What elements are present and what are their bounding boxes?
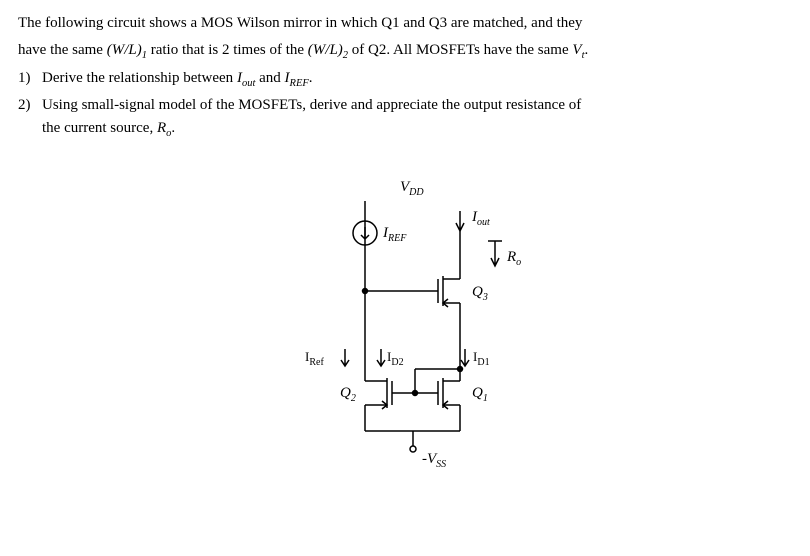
iref-hand-label: IRef — [305, 349, 324, 368]
txt: and — [255, 70, 284, 86]
iout-sub: out — [242, 78, 255, 89]
txt: the current source, — [42, 120, 157, 136]
iref-label: IREF — [382, 225, 407, 244]
txt: . — [171, 120, 175, 136]
txt: have the same — [18, 42, 107, 58]
ro-label: Ro — [506, 249, 521, 268]
id2-hand-label: ID2 — [387, 349, 404, 368]
ro-sym: R — [157, 120, 166, 136]
iout-label: Iout — [471, 209, 490, 228]
txt: ratio that is 2 times of the — [147, 42, 308, 58]
txt: of Q2. All MOSFETs have the same — [348, 42, 572, 58]
circuit-diagram: VDD IREF Iout Ro Q3 Q1 Q2 -VSS IRef ID2 … — [18, 171, 792, 491]
q1-num: 1) — [18, 67, 42, 92]
question-2: 2) Using small-signal model of the MOSFE… — [18, 94, 792, 141]
txt: . — [309, 70, 313, 86]
q2-label: Q2 — [340, 385, 356, 404]
q2-num: 2) — [18, 94, 42, 141]
txt: Using small-signal model of the MOSFETs,… — [42, 97, 581, 113]
q1-label: Q1 — [472, 385, 488, 404]
id1-hand-label: ID1 — [473, 349, 490, 368]
q2-content: Using small-signal model of the MOSFETs,… — [42, 94, 792, 141]
q3-label: Q3 — [472, 284, 488, 303]
intro-line2: have the same (W/L)1 ratio that is 2 tim… — [18, 39, 792, 64]
wl1: (W/L) — [107, 42, 142, 58]
txt: Derive the relationship between — [42, 70, 237, 86]
txt: . — [584, 42, 588, 58]
circuit-svg: VDD IREF Iout Ro Q3 Q1 Q2 -VSS IRef ID2 … — [245, 171, 565, 491]
intro-line1: The following circuit shows a MOS Wilson… — [18, 12, 792, 35]
q1-content: Derive the relationship between Iout and… — [42, 67, 792, 92]
vt: V — [572, 42, 581, 58]
problem-statement: The following circuit shows a MOS Wilson… — [18, 12, 792, 141]
question-1: 1) Derive the relationship between Iout … — [18, 67, 792, 92]
wl2: (W/L) — [308, 42, 343, 58]
vdd-label: VDD — [400, 179, 424, 198]
iref-sub: REF — [290, 78, 309, 89]
vss-label: -VSS — [422, 451, 446, 470]
